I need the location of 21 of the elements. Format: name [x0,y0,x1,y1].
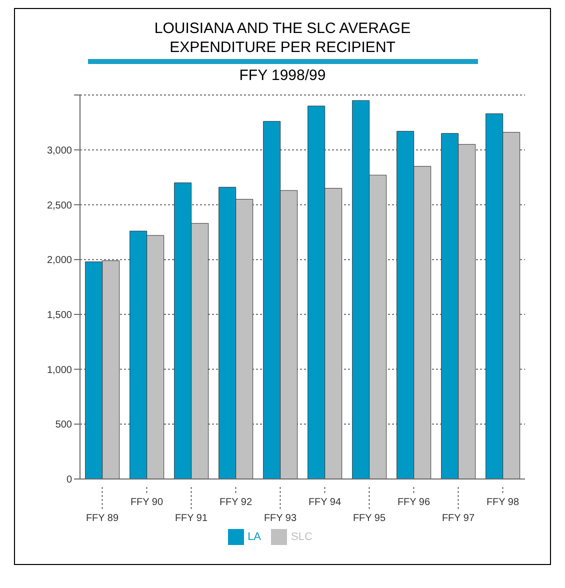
x-tick-label: FFY 97 [442,513,475,524]
chart-subtitle: FFY 1998/99 [238,66,327,85]
legend-label: SLC [291,530,312,543]
y-tick-label: 2,500 [46,200,72,212]
y-tick-label: 500 [55,420,72,431]
chart-title: LOUISIANA AND THE SLC AVERAGE EXPENDITURE PER RECIPIENT [153,19,412,57]
y-tick-label: 1,000 [46,364,72,376]
x-tick-label: FFY 89 [86,513,119,524]
x-tick-label: FFY 98 [486,497,520,508]
x-tick-label: FFY 92 [219,497,252,508]
y-tick-label: 1,500 [46,310,72,321]
x-tick-label: FFY 96 [397,497,430,508]
x-tick-label: FFY 91 [174,513,208,524]
y-tick-label: 0 [66,474,72,486]
legend-label: LA [248,530,262,543]
x-tick-label: FFY 90 [130,497,164,508]
y-tick-label: 2,000 [46,255,72,266]
y-tick-label: 3,000 [46,145,72,156]
x-tick-label: FFY 94 [308,497,342,508]
x-tick-label: FFY 95 [352,513,386,524]
x-tick-label: FFY 93 [264,513,297,524]
